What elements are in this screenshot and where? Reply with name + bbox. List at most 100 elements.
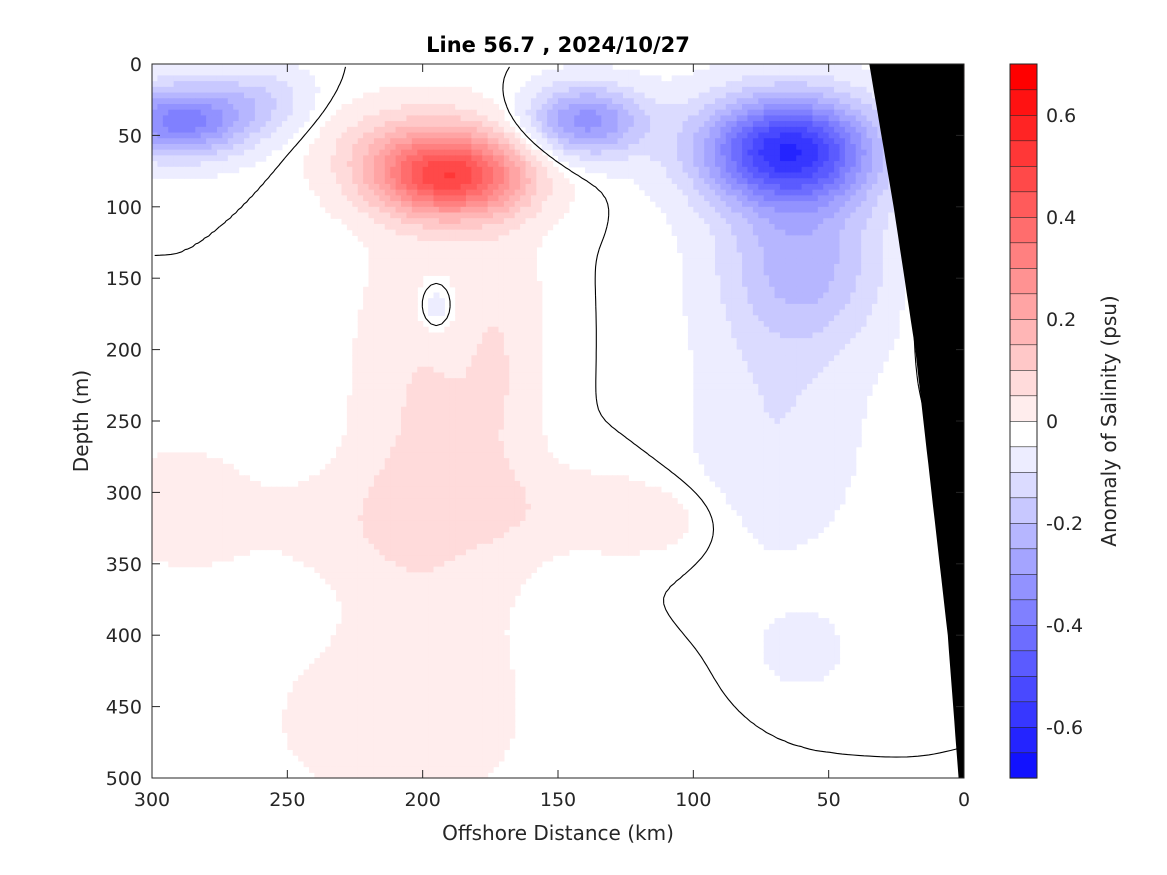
field-cell — [520, 92, 527, 99]
field-cell — [368, 338, 375, 345]
field-cell — [893, 258, 900, 265]
field-cell — [877, 178, 884, 185]
field-cell — [785, 201, 792, 208]
field-cell — [828, 269, 835, 276]
field-cell — [357, 132, 364, 139]
field-cell — [552, 75, 559, 82]
field-cell — [325, 183, 332, 191]
field-cell — [817, 92, 824, 99]
field-cell — [341, 138, 348, 145]
field-cell — [471, 183, 478, 191]
field-cell — [525, 201, 532, 208]
field-cell — [509, 143, 516, 151]
field-cell — [162, 86, 169, 94]
field-cell — [888, 286, 895, 294]
field-cell — [476, 166, 483, 174]
field-cell — [855, 246, 862, 254]
field-cell — [336, 189, 343, 196]
field-cell — [417, 103, 424, 111]
field-cell — [861, 241, 868, 248]
field-cell — [433, 172, 440, 179]
field-cell — [725, 309, 732, 316]
field-cell — [260, 98, 267, 105]
field-cell — [807, 132, 814, 139]
field-cell — [428, 98, 435, 105]
field-cell — [774, 212, 781, 219]
field-cell — [742, 275, 749, 282]
field-cell — [812, 315, 819, 322]
field-cell — [801, 149, 808, 156]
field-cell — [725, 321, 732, 328]
field-cell — [850, 201, 857, 208]
field-cell — [801, 195, 808, 202]
field-cell — [330, 183, 337, 191]
field-cell — [465, 229, 472, 236]
field-cell — [866, 86, 873, 94]
field-cell — [590, 166, 597, 174]
field-cell — [471, 252, 478, 259]
field-cell — [352, 183, 359, 191]
field-cell — [850, 332, 857, 339]
field-cell — [401, 235, 408, 242]
field-cell — [308, 103, 315, 111]
field-cell — [422, 155, 429, 162]
field-cell — [233, 143, 240, 151]
field-cell — [693, 161, 700, 168]
field-cell — [411, 166, 418, 174]
field-cell — [601, 126, 608, 134]
field-cell — [465, 252, 472, 259]
field-cell — [384, 303, 391, 311]
field-cell — [184, 69, 191, 77]
field-cell — [417, 223, 424, 231]
field-cell — [844, 183, 851, 191]
field-cell — [742, 246, 749, 254]
field-cell — [628, 155, 635, 162]
field-cell — [693, 241, 700, 248]
field-cell — [736, 75, 743, 82]
field-cell — [455, 86, 462, 94]
field-cell — [471, 161, 478, 168]
field-cell — [844, 132, 851, 139]
field-cell — [260, 132, 267, 139]
field-cell — [812, 338, 819, 345]
field-cell — [260, 75, 267, 82]
field-cell — [179, 69, 186, 77]
field-cell — [763, 235, 770, 242]
field-cell — [855, 155, 862, 162]
field-cell — [758, 235, 765, 242]
field-cell — [401, 161, 408, 168]
field-cell — [411, 281, 418, 288]
field-cell — [487, 126, 494, 134]
field-cell — [455, 303, 462, 311]
field-cell — [428, 309, 435, 316]
field-cell — [731, 246, 738, 254]
field-cell — [736, 252, 743, 259]
field-cell — [742, 321, 749, 328]
field-cell — [812, 252, 819, 259]
field-cell — [807, 252, 814, 259]
field-cell — [373, 149, 380, 156]
field-cell — [216, 86, 223, 94]
field-cell — [498, 292, 505, 299]
field-cell — [714, 338, 721, 345]
field-cell — [855, 241, 862, 248]
field-cell — [417, 206, 424, 214]
field-cell — [449, 269, 456, 276]
field-cell — [395, 155, 402, 162]
field-cell — [644, 81, 651, 88]
field-cell — [769, 69, 776, 77]
field-cell — [390, 121, 397, 128]
field-cell — [547, 166, 554, 174]
field-cell — [200, 166, 207, 174]
field-cell — [498, 258, 505, 265]
field-cell — [774, 258, 781, 265]
field-cell — [482, 246, 489, 254]
field-cell — [823, 98, 830, 105]
field-cell — [406, 115, 413, 122]
field-cell — [855, 281, 862, 288]
field-cell — [704, 332, 711, 339]
field-cell — [433, 183, 440, 191]
field-cell — [796, 326, 803, 334]
field-cell — [828, 263, 835, 271]
field-cell — [861, 98, 868, 105]
